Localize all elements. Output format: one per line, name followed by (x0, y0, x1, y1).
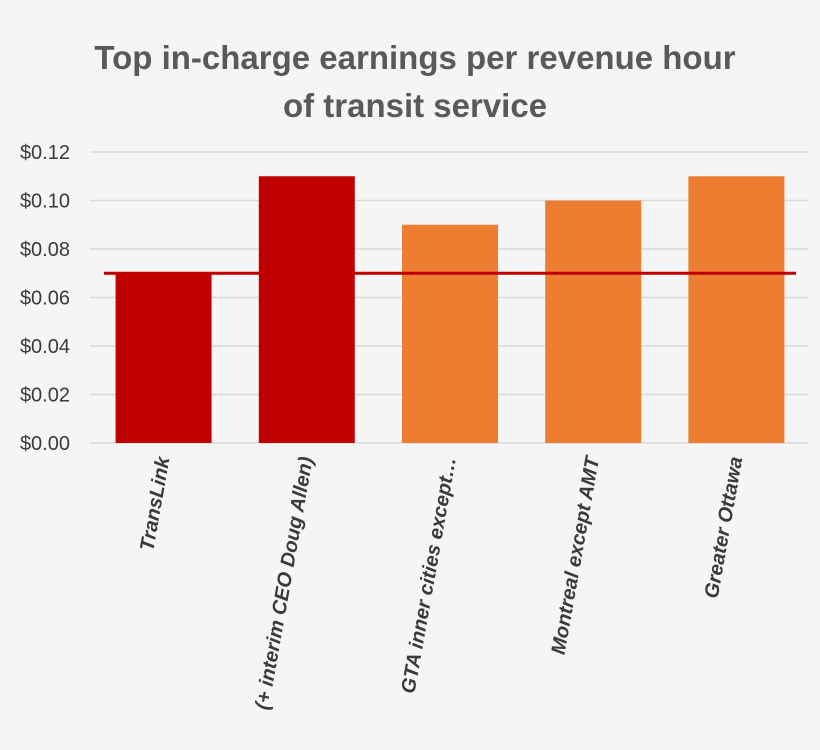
y-tick-label: $0.04 (20, 336, 70, 358)
y-tick-label: $0.02 (20, 385, 70, 407)
y-tick-label: $0.08 (20, 239, 70, 261)
x-tick-label: Greater Ottawa (701, 455, 748, 600)
x-tick-label: (+ interim CEO Doug Allen) (252, 455, 318, 712)
x-tick-label: TransLink (136, 454, 174, 552)
y-tick-label: $0.10 (20, 191, 70, 213)
bar (402, 224, 498, 443)
y-axis-ticks: $0.00 $0.02 $0.04 $0.06 $0.08 $0.10 $0.12 (20, 142, 70, 455)
y-tick-label: $0.00 (20, 433, 70, 455)
y-tick-label: $0.12 (20, 142, 70, 164)
y-tick-label: $0.06 (20, 288, 70, 310)
chart-title-line-1: Top in-charge earnings per revenue hour (94, 39, 736, 76)
chart-title-line-2: of transit service (282, 87, 548, 124)
bar (688, 176, 785, 443)
x-tick-label: Montreal except AMT (548, 453, 605, 656)
bar (258, 176, 355, 443)
bar (545, 200, 642, 443)
chart-title: Top in-charge earnings per revenue hour … (0, 34, 820, 130)
x-axis-labels: TransLink (+ interim CEO Doug Allen) GTA i… (136, 453, 747, 711)
x-tick-label: GTA inner cities except… (398, 455, 461, 695)
bars (115, 176, 785, 443)
bar (115, 273, 212, 443)
